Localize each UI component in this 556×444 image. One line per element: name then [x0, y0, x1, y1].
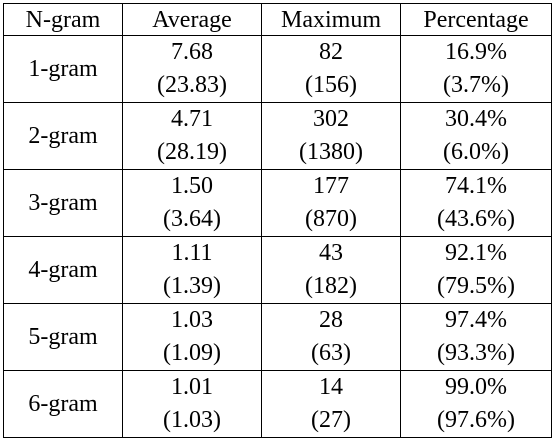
ngram-statistics-table-container: N-gram Average Maximum Percentage 1-gram…: [3, 3, 552, 438]
percentage-value: 92.1%: [400, 236, 552, 270]
table-header-row: N-gram Average Maximum Percentage: [3, 3, 552, 36]
maximum-sub-value: (182): [261, 270, 401, 304]
header-average: Average: [122, 3, 262, 36]
maximum-sub-value: (870): [261, 203, 401, 237]
percentage-value: 97.4%: [400, 303, 552, 337]
percentage-value: 99.0%: [400, 370, 552, 404]
maximum-value: 14: [261, 370, 401, 404]
header-ngram: N-gram: [3, 3, 123, 36]
average-sub-value: (1.09): [122, 337, 262, 371]
ngram-label: 3-gram: [3, 169, 123, 237]
table-row: 1-gram 7.68 82 16.9%: [3, 35, 552, 103]
table-row-sub: (3.64) (870) (43.6%): [4, 203, 552, 237]
table-row-sub: (23.83) (156) (3.7%): [4, 69, 552, 103]
percentage-sub-value: (97.6%): [400, 404, 552, 438]
percentage-value: 74.1%: [400, 169, 552, 203]
maximum-sub-value: (63): [261, 337, 401, 371]
table-row-sub: (28.19) (1380) (6.0%): [4, 136, 552, 170]
table-row-sub: (1.03) (27) (97.6%): [4, 404, 552, 438]
table-row: 5-gram 1.03 28 97.4%: [3, 303, 552, 371]
percentage-value: 30.4%: [400, 102, 552, 136]
average-value: 1.50: [122, 169, 262, 203]
average-value: 4.71: [122, 102, 262, 136]
maximum-value: 28: [261, 303, 401, 337]
average-sub-value: (28.19): [122, 136, 262, 170]
table-row-sub: (1.09) (63) (93.3%): [4, 337, 552, 371]
maximum-sub-value: (1380): [261, 136, 401, 170]
percentage-value: 16.9%: [400, 35, 552, 69]
maximum-value: 302: [261, 102, 401, 136]
percentage-sub-value: (93.3%): [400, 337, 552, 371]
percentage-sub-value: (43.6%): [400, 203, 552, 237]
average-value: 1.03: [122, 303, 262, 337]
ngram-statistics-table: N-gram Average Maximum Percentage 1-gram…: [3, 3, 552, 438]
average-value: 1.11: [122, 236, 262, 270]
average-sub-value: (3.64): [122, 203, 262, 237]
maximum-value: 177: [261, 169, 401, 203]
maximum-value: 43: [261, 236, 401, 270]
table-row-sub: (1.39) (182) (79.5%): [4, 270, 552, 304]
percentage-sub-value: (79.5%): [400, 270, 552, 304]
ngram-label: 4-gram: [3, 236, 123, 304]
average-value: 7.68: [122, 35, 262, 69]
ngram-label: 6-gram: [3, 370, 123, 438]
maximum-value: 82: [261, 35, 401, 69]
table-row: 6-gram 1.01 14 99.0%: [3, 370, 552, 438]
ngram-label: 2-gram: [3, 102, 123, 170]
header-percentage: Percentage: [400, 3, 552, 36]
maximum-sub-value: (27): [261, 404, 401, 438]
average-sub-value: (1.39): [122, 270, 262, 304]
percentage-sub-value: (6.0%): [400, 136, 552, 170]
table-row: 4-gram 1.11 43 92.1%: [3, 236, 552, 304]
percentage-sub-value: (3.7%): [400, 69, 552, 103]
average-value: 1.01: [122, 370, 262, 404]
ngram-label: 1-gram: [3, 35, 123, 103]
average-sub-value: (23.83): [122, 69, 262, 103]
header-maximum: Maximum: [261, 3, 401, 36]
ngram-label: 5-gram: [3, 303, 123, 371]
average-sub-value: (1.03): [122, 404, 262, 438]
table-row: 3-gram 1.50 177 74.1%: [3, 169, 552, 237]
maximum-sub-value: (156): [261, 69, 401, 103]
table-row: 2-gram 4.71 302 30.4%: [3, 102, 552, 170]
